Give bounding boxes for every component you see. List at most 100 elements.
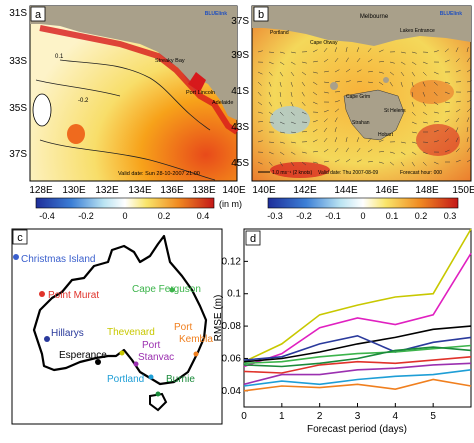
panel-b-place-label: Strahan — [352, 120, 370, 126]
panel-a-low-anomaly — [33, 94, 51, 126]
panel-a-lat-tick: 31S — [9, 8, 27, 19]
panel-a-colorbar — [36, 198, 214, 208]
station-label-port-kembla-2: Kembla — [179, 334, 213, 345]
panel-a-colorbar-tick: 0 — [122, 211, 127, 221]
panel-c: c Christmas Island Point Murat Cape Ferg… — [12, 229, 222, 424]
station-label-christmas-island: Christmas Island — [21, 254, 95, 265]
station-label-esperance: Esperance — [59, 350, 107, 361]
panel-b-lon-tick: 146E — [375, 185, 399, 196]
y-tick-label: 0.04 — [222, 386, 242, 397]
panel-b-brand: BLUElink — [440, 11, 462, 17]
panel-b-lat-tick: 43S — [231, 122, 249, 133]
panel-a-label: a — [35, 9, 42, 21]
panel-b-place-label: Lakes Entrance — [400, 28, 435, 34]
station-label-thevenard: Thevenard — [107, 327, 155, 338]
station-marker-portland — [149, 375, 154, 380]
x-tick-label: 4 — [393, 411, 399, 422]
station-marker-point-murat — [39, 291, 45, 297]
panel-a-contour-label: -0.2 — [78, 98, 89, 104]
panel-b-lon-tick: 144E — [334, 185, 358, 196]
x-tick-label: 2 — [317, 411, 323, 422]
station-label-hillarys: Hillarys — [51, 328, 84, 339]
x-tick-label: 3 — [355, 411, 361, 422]
station-label-port-stanvac-2: Stanvac — [138, 352, 174, 363]
panel-a-contour-label: 0.1 — [55, 54, 64, 60]
panel-b-colorbar — [268, 198, 458, 208]
panel-b-colorbar-tick: -0.1 — [325, 211, 341, 221]
panel-b-king-island — [330, 82, 338, 90]
panel-b-colorbar-tick: -0.3 — [267, 211, 283, 221]
panel-a-lon-tick: 138E — [192, 185, 216, 196]
panel-b-lat-tick: 45S — [231, 158, 249, 169]
panel-b-lat-tick: 37S — [231, 16, 249, 27]
chart-y-axis-label: RMSE (m) — [213, 295, 224, 342]
station-marker-port-kembla — [194, 352, 199, 357]
panel-b-lat-tick: 39S — [231, 50, 249, 61]
panel-a: 0.1 -0.2 Streaky Bay Port Lincoln Adelai… — [9, 6, 246, 221]
panel-a-lat-tick: 33S — [9, 56, 27, 67]
y-tick-label: 0.08 — [222, 321, 242, 332]
panel-b-label: b — [258, 9, 264, 21]
panel-b-flinders-island — [383, 77, 389, 83]
station-label-portland: Portland — [107, 374, 144, 385]
station-label-point-murat: Point Murat — [48, 290, 99, 301]
station-marker-hillarys — [44, 336, 50, 342]
panel-b-place-label: Cape Grim — [346, 94, 370, 100]
panel-a-place-label: Streaky Bay — [155, 58, 185, 64]
panel-a-colorbar-tick: 0.2 — [158, 211, 171, 221]
panel-b-place-label: St Helens — [384, 108, 406, 114]
panel-a-lon-tick: 132E — [95, 185, 119, 196]
panel-b-place-label: Melbourne — [360, 14, 389, 20]
panel-a-lat-tick: 37S — [9, 149, 27, 160]
panel-a-eddy — [67, 124, 85, 144]
station-marker-burnie — [156, 392, 161, 397]
panel-a-colorbar-unit: (in m) — [219, 199, 242, 209]
panel-a-brand: BLUElink — [205, 11, 227, 17]
y-tick-label: 0.12 — [222, 256, 242, 267]
panel-b-high-anomaly — [410, 80, 454, 104]
x-tick-label: 1 — [279, 411, 285, 422]
panel-b: Melbourne Portland Cape Otway Lakes Entr… — [231, 6, 474, 221]
y-tick-label: 0.06 — [222, 353, 242, 364]
station-marker-thevenard — [120, 351, 125, 356]
panel-b-place-label: Hobart — [378, 132, 394, 138]
panel-b-lon-tick: 148E — [415, 185, 439, 196]
panel-a-valid-date: Valid date: Sun 28-10-2007 21:00 — [118, 171, 200, 177]
panel-a-colorbar-tick: -0.4 — [39, 211, 55, 221]
station-label-port-kembla-1: Port — [174, 322, 193, 333]
panel-c-label: c — [17, 232, 23, 244]
panel-b-colorbar-tick: 0.3 — [444, 211, 457, 221]
panel-a-place-label: Port Lincoln — [186, 90, 215, 96]
panel-b-vector-scale: 1.0 ms⁻¹ (2 knots) — [272, 170, 312, 176]
panel-a-lon-tick: 134E — [128, 185, 152, 196]
panel-a-lon-tick: 128E — [29, 185, 53, 196]
panel-b-low-anomaly — [270, 106, 310, 134]
panel-a-lon-tick: 136E — [160, 185, 184, 196]
station-label-burnie: Burnie — [166, 374, 195, 385]
panel-b-colorbar-tick: -0.2 — [296, 211, 312, 221]
panel-b-lon-tick: 142E — [293, 185, 317, 196]
panel-b-lon-tick: 140E — [252, 185, 276, 196]
panel-a-place-label: Adelaide — [212, 100, 233, 106]
panel-b-place-label: Portland — [270, 30, 289, 36]
panel-a-colorbar-tick: -0.2 — [78, 211, 94, 221]
panel-a-lon-tick: 140E — [222, 185, 246, 196]
panel-b-colorbar-tick: 0 — [360, 211, 365, 221]
station-label-cape-ferguson: Cape Ferguson — [132, 284, 201, 295]
panel-b-valid-date: Valid date: Thu 2007-08-09 — [318, 170, 378, 176]
station-marker-christmas-island — [13, 254, 19, 260]
station-label-port-stanvac-1: Port — [142, 340, 161, 351]
panel-b-lat-tick: 41S — [231, 86, 249, 97]
x-tick-label: 5 — [430, 411, 436, 422]
y-tick-label: 0.1 — [227, 289, 241, 300]
panel-a-lon-tick: 130E — [62, 185, 86, 196]
panel-a-lat-tick: 35S — [9, 103, 27, 114]
panel-b-place-label: Cape Otway — [310, 40, 338, 46]
panel-b-lon-tick: 150E — [452, 185, 474, 196]
panel-b-colorbar-tick: 0.2 — [415, 211, 428, 221]
chart-x-axis-label: Forecast period (days) — [307, 424, 407, 435]
x-tick-label: 0 — [241, 411, 247, 422]
panel-b-colorbar-tick: 0.1 — [386, 211, 399, 221]
